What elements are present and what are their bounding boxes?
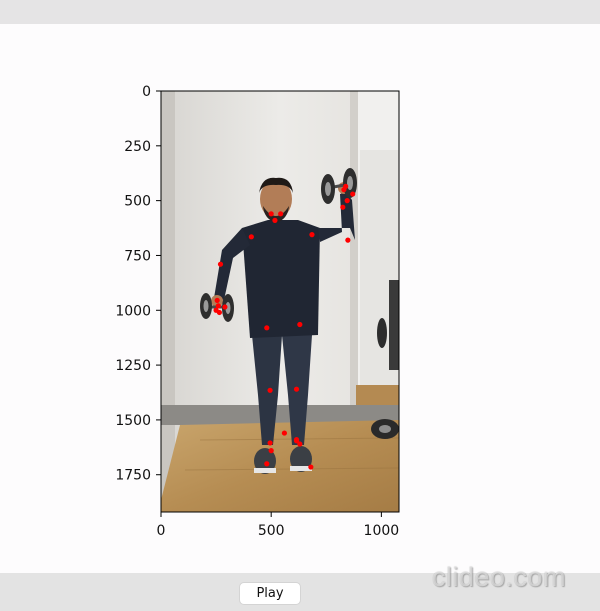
photo-area (161, 91, 399, 512)
y-tick-label: 1000 (115, 303, 151, 319)
keypoint-marker (264, 325, 270, 331)
keypoint-marker (344, 198, 350, 204)
x-tick-label: 0 (157, 523, 166, 539)
keypoint-marker (297, 321, 303, 328)
keypoint-marker (264, 461, 270, 467)
keypoint-marker (345, 237, 351, 243)
keypoint-marker (214, 297, 220, 304)
keypoint-marker (293, 386, 300, 392)
keypoint-marker (217, 261, 224, 267)
keypoint-marker (308, 464, 314, 470)
keypoint-marker (267, 440, 273, 446)
keypoint-marker (215, 303, 221, 309)
keypoint-marker (340, 204, 346, 210)
x-tick-label: 500 (258, 523, 285, 539)
keypoint-marker (309, 232, 315, 238)
y-tick-label: 1250 (115, 358, 151, 374)
axis-ticks: 0 500 1000 0 250 500 750 1000 1250 1500 1750 (115, 84, 399, 539)
keypoint-marker (350, 191, 356, 197)
keypoint-marker (272, 217, 278, 223)
y-tick-label: 1750 (115, 468, 151, 484)
keypoint-marker (341, 187, 347, 193)
keypoint-marker (297, 441, 303, 447)
axes-frame (160, 90, 400, 513)
keypoint-marker (213, 307, 219, 313)
keypoint-marker (222, 304, 228, 310)
keypoint-marker (293, 437, 300, 443)
keypoint-marker (278, 211, 284, 217)
x-tick-label: 1000 (364, 523, 400, 539)
keypoint-marker (281, 430, 288, 436)
y-tick-label: 250 (124, 139, 151, 155)
keypoint-marker (248, 234, 254, 240)
keypoints-group (213, 183, 356, 470)
keypoint-marker (267, 387, 273, 393)
y-tick-label: 0 (142, 84, 151, 100)
keypoint-marker (268, 211, 274, 217)
keypoint-marker (268, 448, 274, 454)
y-tick-label: 750 (124, 248, 151, 264)
y-tick-label: 500 (124, 194, 151, 210)
y-tick-label: 1500 (115, 413, 151, 429)
top-bar (0, 0, 600, 24)
play-button[interactable]: Play (239, 582, 301, 605)
